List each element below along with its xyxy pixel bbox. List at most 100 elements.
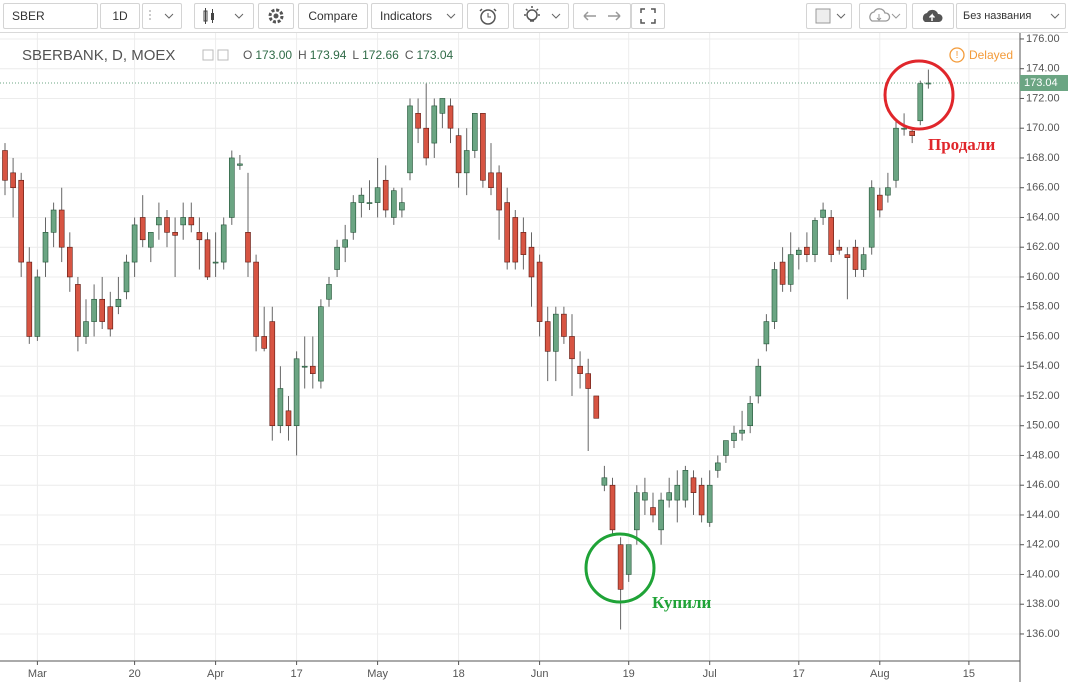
candle-body xyxy=(828,217,834,255)
candle-body xyxy=(301,365,308,368)
candle-body xyxy=(812,220,818,255)
interval-dropdown[interactable] xyxy=(142,3,182,29)
candle-body xyxy=(382,179,389,211)
candle-body xyxy=(342,239,348,248)
layout-name-button[interactable]: Без названия xyxy=(956,3,1066,29)
candle-body xyxy=(763,321,770,345)
interval-button[interactable]: 1D xyxy=(100,3,140,29)
grid xyxy=(0,33,1020,660)
candle-body xyxy=(496,172,502,211)
candle-body xyxy=(577,365,583,374)
y-tick-label: 140.00 xyxy=(1026,568,1060,580)
candle-body xyxy=(787,254,794,285)
candle-body xyxy=(755,365,762,397)
y-tick-label: 156.00 xyxy=(1026,330,1060,342)
candle-body xyxy=(188,217,195,226)
axes: 136.00 138.00 140.00 142.00 144.00 146.00 148.… xyxy=(28,33,1068,680)
indicators-label: Indicators xyxy=(380,9,433,23)
eye-icon[interactable] xyxy=(202,49,214,61)
y-tick-label: 144.00 xyxy=(1026,509,1060,521)
candle-body xyxy=(204,239,211,278)
y-tick-label: 154.00 xyxy=(1026,360,1060,372)
candle-body xyxy=(561,313,567,337)
x-tick-label: Jun xyxy=(531,668,549,680)
candle-body xyxy=(358,194,365,203)
y-tick-label: 158.00 xyxy=(1026,301,1060,313)
save-button[interactable] xyxy=(912,3,954,29)
candle-body xyxy=(83,321,89,337)
candle-body xyxy=(26,261,33,337)
interval: 1D xyxy=(112,9,128,23)
y-tick-label: 162.00 xyxy=(1026,241,1060,253)
candle-body xyxy=(431,105,438,144)
x-tick-label: 15 xyxy=(963,668,975,680)
toolbar: SBER 1D Compare Indicators Без названия xyxy=(0,0,1068,33)
candle-body xyxy=(723,440,729,456)
delayed-icon-mark: ! xyxy=(956,50,959,61)
candle-body xyxy=(50,209,57,233)
indicators-button[interactable]: Indicators xyxy=(371,3,463,29)
candle-body xyxy=(893,127,899,181)
candle-body xyxy=(714,462,721,471)
candle-body xyxy=(674,484,681,501)
alert-button[interactable] xyxy=(467,3,509,29)
candle-body xyxy=(820,209,826,218)
candle-body xyxy=(277,388,284,427)
candle-body xyxy=(642,492,648,501)
candles-icon xyxy=(203,8,244,24)
candle-body xyxy=(463,150,470,174)
y-tick-label: 148.00 xyxy=(1026,449,1060,461)
candle-body xyxy=(42,232,49,263)
candle-body xyxy=(731,432,737,441)
candle-body xyxy=(309,365,316,374)
candle-body xyxy=(690,477,697,493)
candle-body xyxy=(633,492,640,531)
candle-body xyxy=(164,217,170,233)
ohlc-legend: O 173.00 H 173.94 L 172.66 C 173.04 xyxy=(243,48,454,62)
candle-body xyxy=(593,395,600,419)
candle-body xyxy=(804,246,810,255)
candle-body xyxy=(471,113,478,151)
sell-annotation: Продали xyxy=(928,135,995,154)
dropdown-icon xyxy=(149,10,174,22)
fullscreen-icon xyxy=(640,8,656,24)
undo-redo[interactable] xyxy=(573,3,631,29)
candle-body xyxy=(237,163,243,166)
candle-body xyxy=(917,83,924,122)
settings-icon[interactable] xyxy=(217,49,229,61)
symbol-search[interactable]: SBER xyxy=(3,3,98,29)
ohlc-key: O xyxy=(243,48,252,62)
alarm-icon xyxy=(479,8,497,25)
chart-style-button[interactable] xyxy=(194,3,254,29)
candle-body xyxy=(245,232,251,263)
candle-body xyxy=(650,507,656,516)
candle-body xyxy=(212,261,219,264)
candle-body xyxy=(415,113,421,129)
y-tick-label: 170.00 xyxy=(1026,122,1060,134)
template-button[interactable] xyxy=(513,3,569,29)
candle-body xyxy=(885,187,891,196)
last-price-label: 173.04 xyxy=(1024,77,1058,89)
candle-body xyxy=(228,157,235,218)
x-tick-label: 20 xyxy=(128,668,140,680)
candle-body xyxy=(107,306,114,330)
y-tick-label: 136.00 xyxy=(1026,628,1060,640)
ohlc-key: L xyxy=(352,48,359,62)
candle-body xyxy=(585,373,591,389)
chart: 136.00 138.00 140.00 142.00 144.00 146.00 148.… xyxy=(0,33,1068,682)
fullscreen-button[interactable] xyxy=(631,3,665,29)
symbol: SBER xyxy=(12,9,45,23)
x-tick-label: Jul xyxy=(703,668,717,680)
candle-body xyxy=(269,321,276,427)
candle-body xyxy=(334,246,340,270)
compare-button[interactable]: Compare xyxy=(298,3,368,29)
y-tick-label: 168.00 xyxy=(1026,152,1060,164)
candle-body xyxy=(771,269,778,322)
compare-label: Compare xyxy=(308,9,358,23)
layout-color[interactable] xyxy=(806,3,852,29)
candle-body xyxy=(666,492,672,501)
load-button[interactable] xyxy=(859,3,907,29)
delayed-status: Delayed xyxy=(969,48,1013,62)
plot xyxy=(0,69,1020,630)
settings-button[interactable] xyxy=(258,3,294,29)
